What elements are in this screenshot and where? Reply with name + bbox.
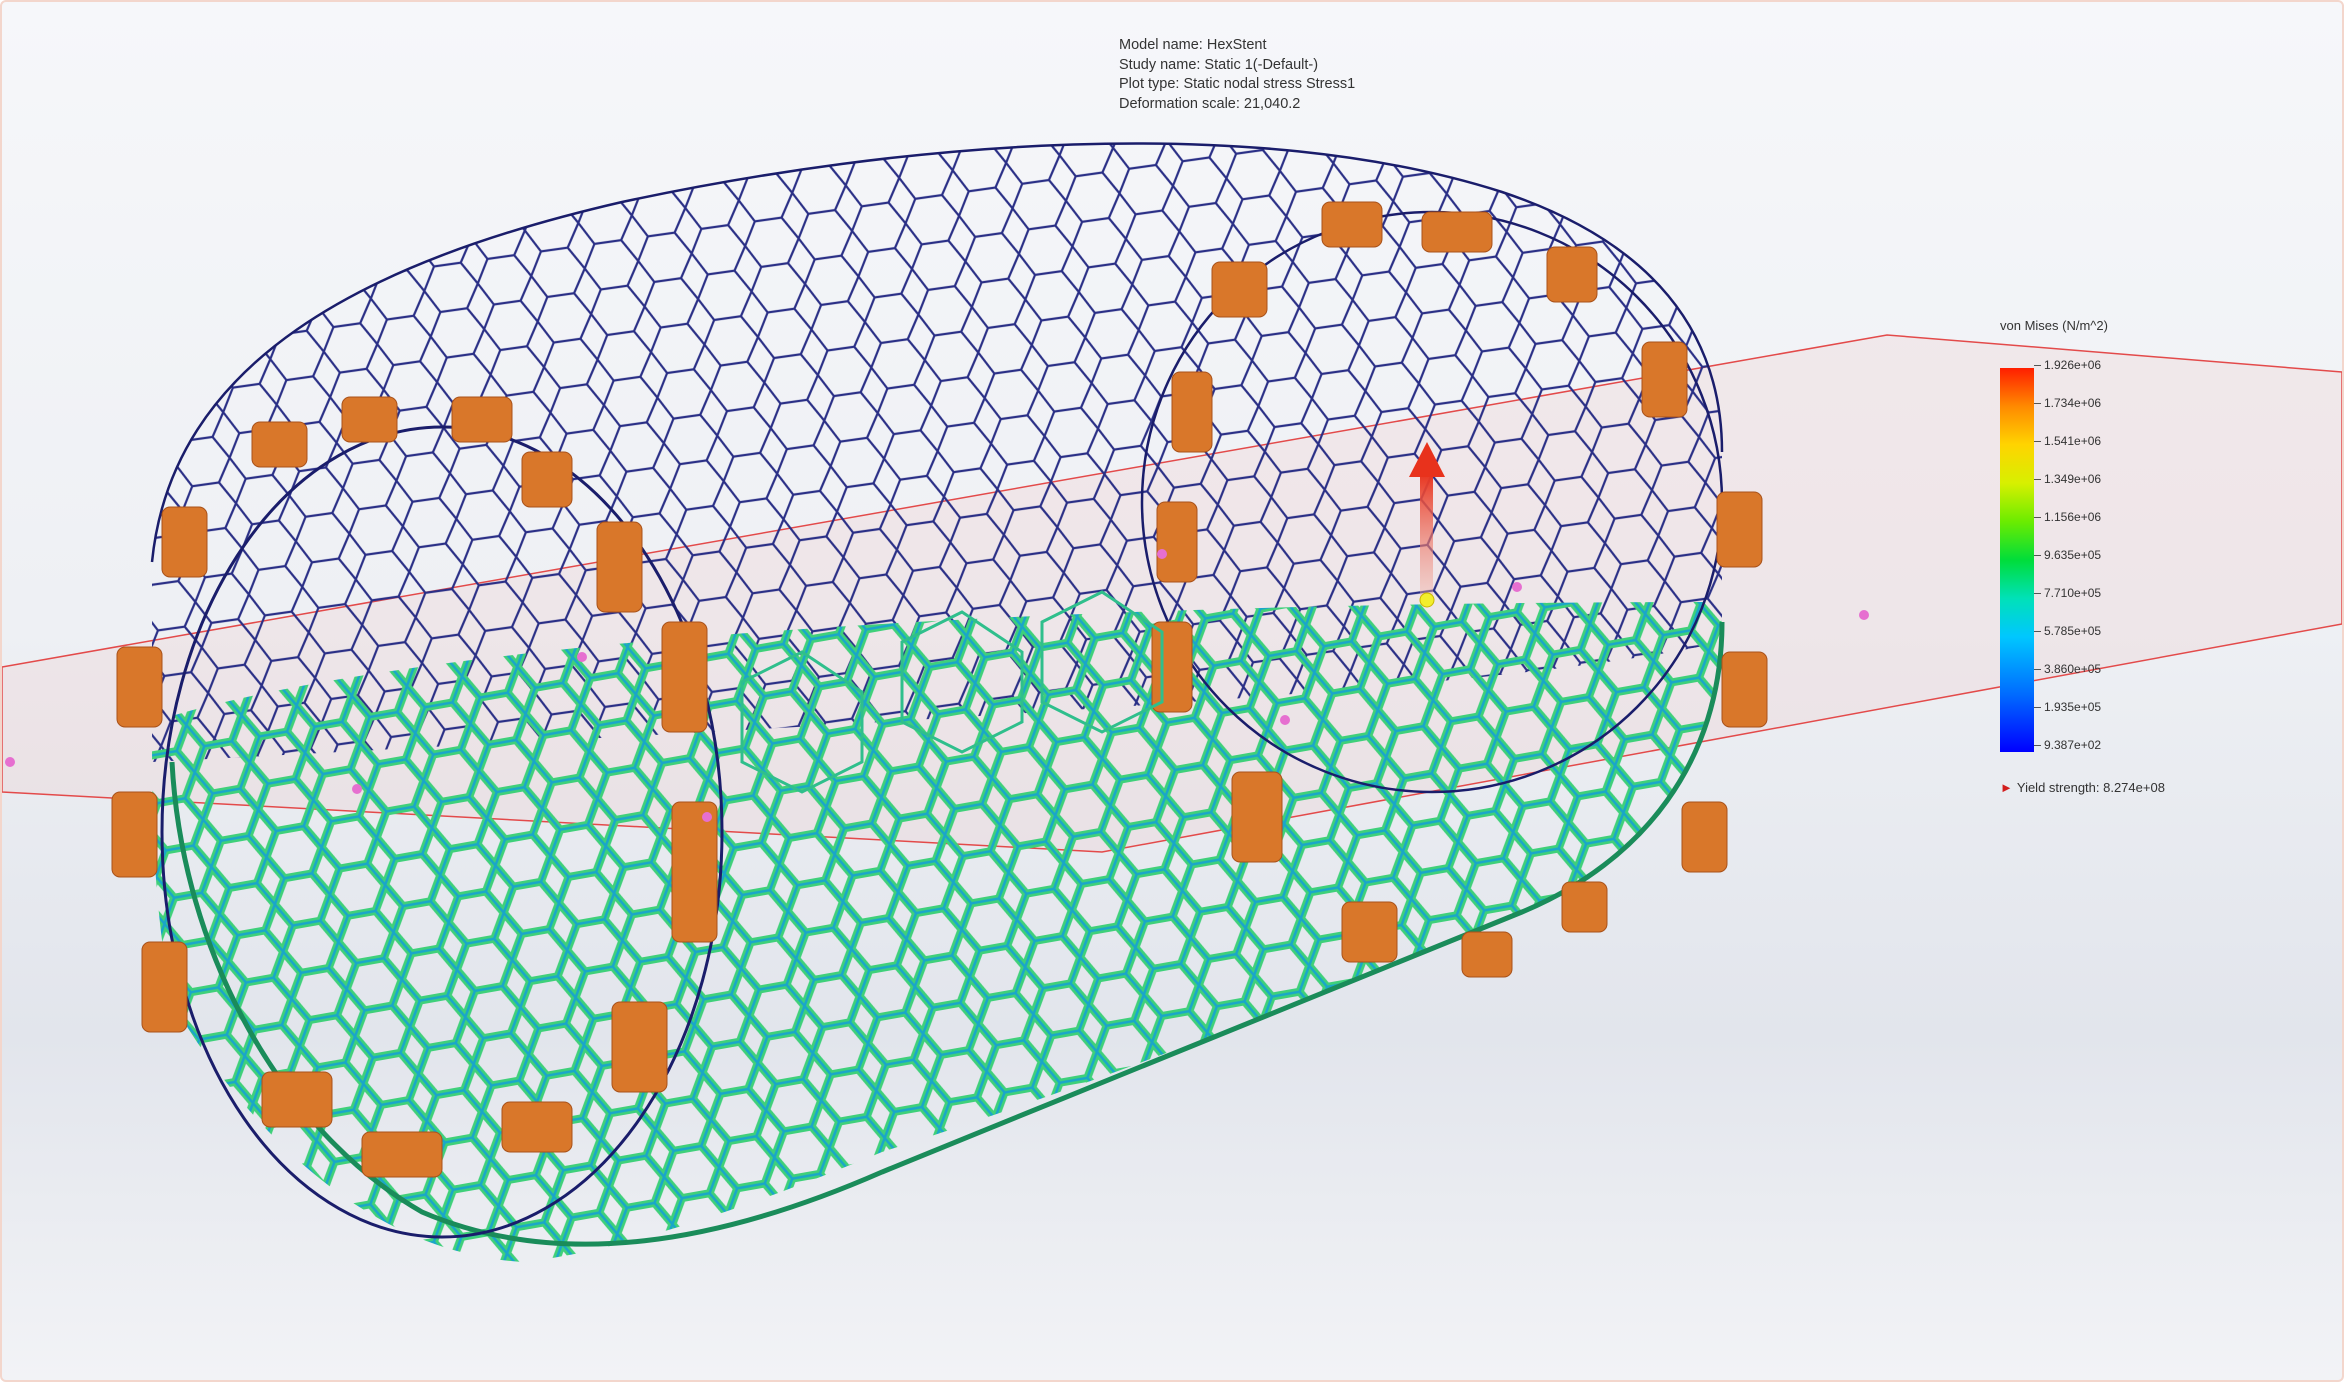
legend-tick: 5.785e+05: [2033, 624, 2102, 638]
legend-title: von Mises (N/m^2): [2000, 318, 2108, 333]
force-arrow-icon: [1409, 442, 1445, 608]
legend-color-bar: [2000, 368, 2034, 752]
legend-tick: 1.349e+06: [2033, 472, 2102, 486]
plot-type-label: Plot type: Static nodal stress Stress1: [1119, 76, 1356, 92]
central-deformed-cells: [740, 590, 1164, 794]
yield-strength-label: ► Yield strength: 8.274e+08: [2000, 780, 2165, 795]
fixture-icon: [111, 396, 718, 1178]
legend-tick: 1.541e+06: [2033, 434, 2102, 448]
stent-outline-top: [150, 142, 1724, 563]
legend-tick: 1.734e+06: [2033, 396, 2102, 410]
stent-end-ring-left: [160, 425, 724, 1239]
model-name-label: Model name: HexStent: [1119, 37, 1267, 53]
yield-arrow-icon: ►: [2000, 780, 2013, 795]
deformation-scale-label: Deformation scale: 21,040.2: [1119, 95, 1301, 112]
point-markers: [5, 549, 1869, 822]
legend-tick: 1.156e+06: [2033, 510, 2102, 524]
study-info-panel: Model name: HexStent Study name: Static …: [1119, 36, 1355, 114]
legend-tick: 9.387e+02: [2033, 738, 2102, 752]
fixture-icon: [1151, 201, 1768, 978]
legend-tick: 1.926e+06: [2033, 358, 2102, 372]
legend-tick: 1.935e+05: [2033, 700, 2102, 714]
legend-tick: 9.635e+05: [2033, 548, 2102, 562]
study-name-label: Study name: Static 1(-Default-): [1119, 56, 1319, 73]
stress-legend[interactable]: von Mises (N/m^2) 1.926e+06 1.734e+06 1.…: [1992, 312, 2312, 812]
legend-tick: 3.860e+05: [2033, 662, 2102, 676]
legend-tick: 7.710e+05: [2033, 586, 2102, 600]
